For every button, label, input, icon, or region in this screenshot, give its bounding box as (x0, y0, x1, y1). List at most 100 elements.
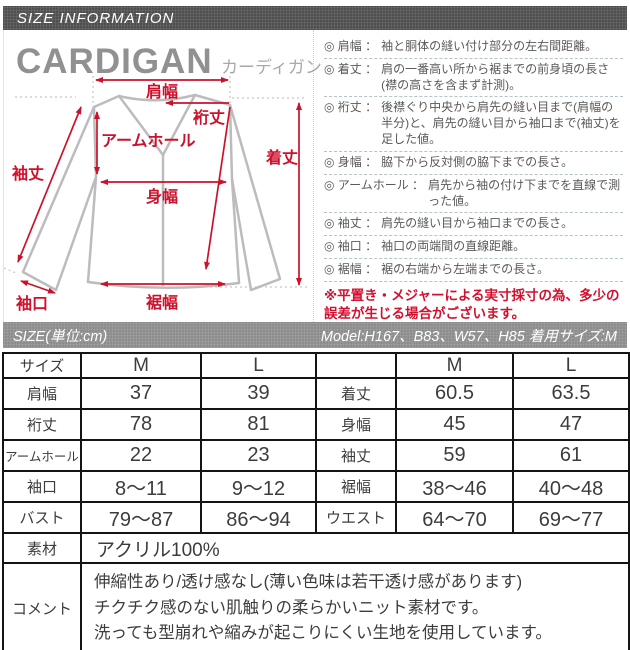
size-table-head: サイズ M L M L (2, 352, 630, 379)
comment-label: コメント (2, 562, 82, 650)
definition-desc: 袖と胴体の縫い付け部分の左右間距離。 (381, 39, 598, 53)
definition-item: ◎ 袖口 ： 袖口の両端間の直線距離。 (324, 236, 623, 260)
size-bar: SIZE(単位:cm) Model:H167、B83、W57、H85 着用サイズ… (3, 322, 627, 348)
body-length-label: 着丈 (265, 148, 298, 167)
diagram-panel: CARDIGAN カーディガン (3, 30, 322, 322)
size-col-header: L (200, 352, 317, 379)
sleeve-length-label: 袖丈 (12, 164, 44, 183)
measure-value: 39 (200, 377, 317, 410)
measurement-diagram: 肩幅 裄丈 アームホール 着丈 身幅 袖丈 袖口 裾幅 (4, 76, 307, 313)
definition-term: ◎ 袖丈 ： (324, 216, 378, 231)
measure-value: 47 (512, 408, 630, 441)
size-col-header: サイズ (2, 352, 82, 379)
measure-value: 38〜46 (395, 470, 514, 503)
product-title: CARDIGAN カーディガン (16, 42, 322, 82)
upper-section: CARDIGAN カーディガン (3, 30, 627, 322)
comment-text: 伸縮性あり/透け感なし(薄い色味は若干透け感があります) チクチク感のない肌触りの… (80, 562, 630, 650)
comment-line: 伸縮性あり/透け感なし(薄い色味は若干透け感があります) (94, 573, 523, 591)
material-label: 素材 (2, 532, 82, 564)
size-bar-unit: SIZE(単位:cm) (13, 328, 108, 345)
measure-label: 袖口 (2, 470, 82, 503)
size-col-header: L (512, 352, 630, 379)
definition-term: ◎ 肩幅 ： (324, 39, 378, 53)
measure-value: 22 (80, 439, 202, 472)
definition-desc: 裾の右端から左端までの長さ。 (381, 262, 550, 277)
hem-width-label: 裾幅 (146, 293, 178, 312)
measure-value: 81 (200, 408, 317, 441)
measure-value: 9〜12 (200, 470, 317, 503)
definition-item: ◎ 着丈 ： 肩の一番高い所から裾までの前身頃の長さ(襟の高さを含まず計測)。 (324, 59, 623, 98)
size-col-header: M (395, 352, 514, 379)
yuki-label: 裄丈 (192, 108, 225, 127)
size-bar-model-info: Model:H167、B83、W57、H85 着用サイズ:M (320, 328, 617, 345)
product-name-ja: カーディガン (221, 58, 322, 77)
size-col-header: M (80, 352, 202, 379)
measure-label: ウエスト (315, 501, 397, 534)
measure-value: 61 (512, 439, 630, 472)
measure-value: 37 (80, 377, 202, 410)
definition-term: ◎ アームホール ： (324, 177, 425, 192)
table-row: 裄丈 78 81 身幅 45 47 (2, 408, 630, 441)
comment-row: コメント 伸縮性あり/透け感なし(薄い色味は若干透け感があります) チクチク感のない… (2, 562, 630, 650)
definition-desc: 肩の一番高い所から裾までの前身頃の長さ(襟の高さを含まず計測)。 (381, 61, 610, 92)
measurement-arrows (17, 77, 302, 294)
size-col-header-empty (315, 352, 397, 379)
definition-term: ◎ 袖口 ： (324, 239, 378, 254)
measure-value: 45 (395, 408, 514, 441)
cuff-label: 袖口 (16, 294, 48, 313)
definitions-list: ◎ 肩幅 ： 袖と胴体の縫い付け部分の左右間距離。 ◎ 着丈 ： 肩の一番高い所か… (324, 36, 623, 282)
definition-desc: 肩先の縫い目から袖口までの長さ。 (381, 216, 574, 231)
comment-line: チクチク感のない肌触りの柔らかいニット素材です。 (94, 598, 489, 617)
table-row: 肩幅 37 39 着丈 60.5 63.5 (2, 377, 630, 410)
definition-term: ◎ 着丈 ： (324, 61, 378, 76)
shoulder-width-label: 肩幅 (146, 82, 178, 101)
measure-label: 肩幅 (2, 377, 82, 410)
definition-item: ◎ 袖丈 ： 肩先の縫い目から袖口までの長さ。 (324, 213, 623, 237)
material-value: アクリル100% (80, 532, 630, 564)
definition-desc: 袖口の両端間の直線距離。 (381, 239, 526, 254)
size-information-header: SIZE INFORMATION (3, 6, 627, 30)
measure-label: 袖丈 (315, 439, 397, 472)
cuff-arrow (20, 280, 56, 294)
measure-value: 63.5 (512, 377, 630, 410)
material-row: 素材 アクリル100% (2, 532, 630, 564)
measure-value: 69〜77 (512, 501, 630, 534)
size-table-body: 肩幅 37 39 着丈 60.5 63.5 裄丈 78 81 身幅 45 47 アームホール 22 23 袖丈… (2, 377, 630, 650)
definition-desc: 肩先から袖の付け下までを直線で測った値。 (428, 177, 621, 208)
definition-item: ◎ 裄丈 ： 後襟ぐり中央から肩先の縫い目まで(肩幅の半分)と、肩先の縫い目から… (324, 97, 623, 152)
measure-value: 79〜87 (80, 501, 202, 534)
measure-value: 78 (80, 408, 202, 441)
definition-item: ◎ 肩幅 ： 袖と胴体の縫い付け部分の左右間距離。 (324, 36, 623, 59)
table-row: 袖口 8〜11 9〜12 裾幅 38〜46 40〜48 (2, 470, 630, 503)
measure-value: 40〜48 (512, 470, 630, 503)
measure-label: 身幅 (315, 408, 397, 441)
guide-lines (4, 76, 307, 288)
measure-value: 8〜11 (80, 470, 202, 503)
size-table: サイズ M L M L 肩幅 37 39 着丈 60.5 63.5 裄丈 78 81 身幅 45 47 アームホ… (2, 352, 630, 650)
measurement-note: ※平置き・メジャーによる実寸採寸の為、多少の誤差が生じる場合がございます。 (324, 287, 620, 322)
measure-label: 裄丈 (2, 408, 82, 441)
product-name-en: CARDIGAN (16, 42, 213, 81)
definition-term: ◎ 裾幅 ： (324, 262, 378, 277)
sleeve-length-arrow (17, 106, 82, 263)
definition-term: ◎ 裄丈 ： (324, 100, 378, 115)
measure-label: 裾幅 (315, 470, 397, 503)
body-width-label: 身幅 (146, 187, 178, 206)
definition-item: ◎ 裾幅 ： 裾の右端から左端までの長さ。 (324, 259, 623, 282)
definition-term: ◎ 身幅 ： (324, 154, 378, 169)
measure-value: 59 (395, 439, 514, 472)
measure-label: バスト (2, 501, 82, 534)
measure-label: アームホール (2, 439, 82, 472)
table-row: アームホール 22 23 袖丈 59 61 (2, 439, 630, 472)
measure-label: 着丈 (315, 377, 397, 410)
definition-item: ◎ アームホール ： 肩先から袖の付け下までを直線で測った値。 (324, 175, 623, 214)
armhole-label: アームホール (101, 132, 196, 150)
definition-item: ◎ 身幅 ： 脇下から反対側の脇下までの長さ。 (324, 152, 623, 175)
definitions-panel: ◎ 肩幅 ： 袖と胴体の縫い付け部分の左右間距離。 ◎ 着丈 ： 肩の一番高い所か… (313, 30, 627, 322)
measure-value: 64〜70 (395, 501, 514, 534)
table-row: バスト 79〜87 86〜94 ウエスト 64〜70 69〜77 (2, 501, 630, 534)
measure-value: 86〜94 (200, 501, 317, 534)
page-title: SIZE INFORMATION (17, 9, 175, 27)
definition-desc: 後襟ぐり中央から肩先の縫い目まで(肩幅の半分)と、肩先の縫い目から袖口まで(袖丈… (381, 100, 621, 147)
